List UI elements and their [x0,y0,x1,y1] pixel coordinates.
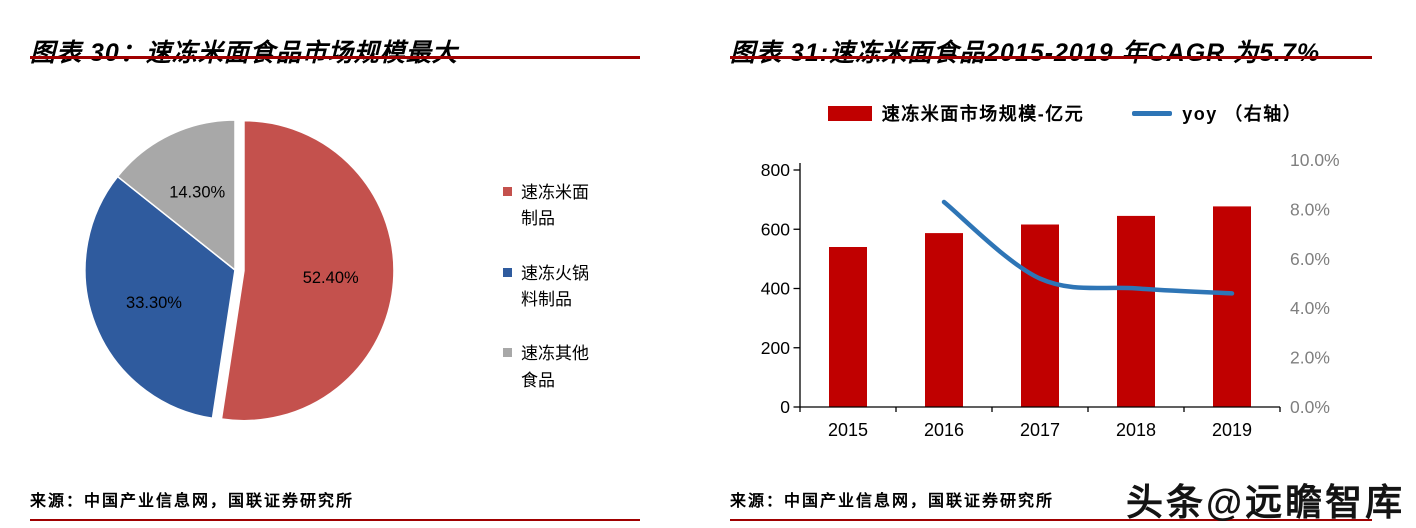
figure-30-bottom-rule [30,519,640,521]
legend-item-market-size: 速冻米面市场规模-亿元 [827,100,1085,126]
figure-30-source: 来源：中国产业信息网，国联证券研究所 [30,493,355,510]
legend-item-frozen-hotpot: 速冻火锅料制品 [503,261,597,314]
svg-text:600: 600 [761,219,790,239]
bar-line-chart: 0 200 400 600 800 0.0% 2.0% 4.0% 6.0% 8.0% 10.0% 20… [761,150,1340,440]
svg-text:0.0%: 0.0% [1290,397,1330,417]
svg-text:400: 400 [761,279,790,299]
legend-label: 速冻火锅料制品 [521,263,589,310]
figure-31-title: 图表 31:速冻米面食品2015-2019 年CAGR 为5.7% [730,38,1321,67]
legend-label: 速冻其他食品 [521,344,589,390]
watermark: 头条@远瞻智库 [1126,482,1406,523]
combo-chart-legend: 速冻米面市场规模-亿元 yoy （右轴） [745,100,1385,126]
figure-31-title-underline [730,56,1372,59]
pie-chart: 52.40% 33.30% 14.30% [84,119,395,422]
svg-text:2017: 2017 [1020,420,1060,440]
legend-color-marker [503,187,512,196]
legend-item-yoy: yoy （右轴） [1132,100,1302,126]
svg-text:6.0%: 6.0% [1290,249,1330,269]
legend-item-frozen-rice-noodle: 速冻米面制品 [503,180,597,233]
svg-text:800: 800 [761,160,790,180]
svg-text:52.40%: 52.40% [303,269,359,287]
svg-text:14.30%: 14.30% [169,184,225,202]
legend-label: 速冻米面制品 [521,183,589,229]
bar-series-marker [827,105,872,121]
legend-label: 速冻米面市场规模-亿元 [881,104,1085,124]
legend-color-marker [503,348,512,358]
svg-text:2018: 2018 [1116,420,1156,440]
figure-31-bottom-rule [730,519,1372,521]
figure-30-title: 图表 30：速冻米面食品市场规模最大 [30,38,458,67]
svg-text:10.0%: 10.0% [1290,150,1340,170]
svg-text:4.0%: 4.0% [1290,298,1330,318]
pie-legend: 速冻米面制品 速冻火锅料制品 速冻其他食品 [503,180,597,394]
svg-text:0: 0 [780,397,790,417]
svg-text:2019: 2019 [1212,420,1252,440]
svg-text:8.0%: 8.0% [1290,199,1330,219]
svg-text:2016: 2016 [924,420,964,440]
svg-text:2015: 2015 [828,420,868,440]
legend-color-marker [503,267,512,277]
svg-text:200: 200 [761,338,790,358]
figure-31-source: 来源：中国产业信息网，国联证券研究所 [730,493,1055,510]
legend-label: yoy （右轴） [1182,104,1303,124]
figure-30-title-underline [30,56,640,59]
svg-text:33.30%: 33.30% [126,294,182,312]
svg-text:2.0%: 2.0% [1290,348,1330,368]
legend-item-frozen-other: 速冻其他食品 [503,341,597,394]
line-series-marker [1132,110,1173,116]
